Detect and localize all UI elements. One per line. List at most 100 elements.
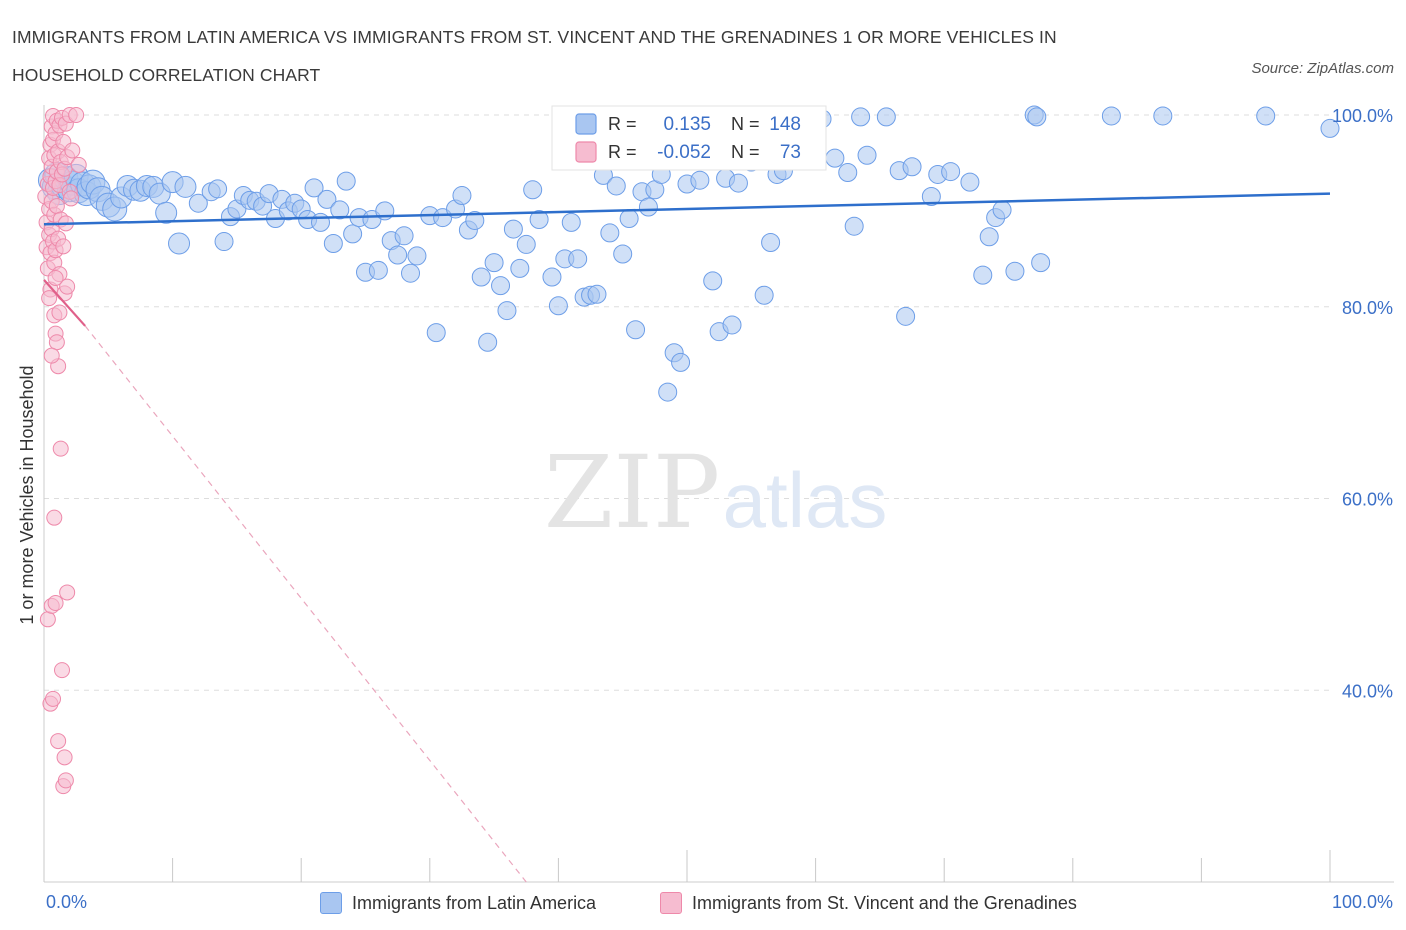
point-latin-america-124 [857,145,877,165]
point-latin-america-142 [1153,106,1173,126]
point-latin-america-75 [503,219,523,239]
trend-line-latin-america [43,192,1331,226]
point-latin-america-92 [619,209,639,229]
point-latin-america-49 [323,233,343,253]
point-latin-america-32 [214,232,234,252]
point-latin-america-112 [761,233,781,253]
data-points [37,105,1340,795]
point-latin-america-74 [497,301,517,321]
y-tick-label-80: 80.0% [1342,298,1393,318]
point-latin-america-46 [304,178,324,198]
point-latin-america-107 [722,315,742,335]
point-latin-america-69 [465,210,485,230]
point-latin-america-120 [825,148,845,168]
stats-swatch-pink [575,141,597,163]
point-latin-america-76 [510,258,530,278]
point-st-vincent-60 [47,595,64,612]
stats-n-label-pink: N = [731,142,760,162]
trend-line-st-vincent-extended [84,325,527,883]
point-latin-america-90 [606,176,626,196]
point-latin-america-99 [671,352,691,372]
point-latin-america-60 [394,226,414,246]
point-latin-america-84 [568,249,588,269]
point-st-vincent-67 [59,584,76,601]
x-tick-label-min: 0.0% [46,892,87,912]
y-tick-label-40: 40.0% [1342,681,1393,701]
point-latin-america-80 [542,267,562,287]
point-st-vincent-58 [45,690,62,707]
point-st-vincent-62 [52,440,69,457]
point-latin-america-73 [491,276,511,296]
point-latin-america-31 [208,179,228,199]
stats-r-label-blue: R = [608,114,637,134]
point-latin-america-81 [548,296,568,316]
point-latin-america-59 [388,245,408,265]
point-latin-america-127 [896,306,916,326]
point-latin-america-111 [754,285,774,305]
point-latin-america-50 [330,200,350,220]
point-st-vincent-55 [39,611,56,628]
point-latin-america-137 [1005,261,1025,281]
point-latin-america-64 [426,323,446,343]
point-st-vincent-72 [47,269,64,286]
point-latin-america-103 [690,170,710,190]
point-latin-america-27 [168,232,191,255]
x-tick-label-max: 100.0% [1332,892,1393,912]
y-axis-label: 1 or more Vehicles in Household [17,365,37,624]
x-tick-labels: 0.0% 100.0% [46,892,1393,912]
point-latin-america-79 [529,210,549,230]
watermark-zip: ZIP [544,434,720,551]
point-latin-america-56 [368,260,388,280]
trend-line-st-vincent [43,279,86,327]
point-st-vincent-71 [63,190,80,207]
point-st-vincent-49 [59,278,76,295]
legend-item-st-vincent: Immigrants from St. Vincent and the Gren… [660,888,1077,918]
point-latin-america-133 [973,265,993,285]
point-latin-america-70 [471,267,491,287]
point-latin-america-122 [844,216,864,236]
point-st-vincent-69 [41,290,58,307]
point-latin-america-77 [516,234,536,254]
point-latin-america-78 [523,180,543,200]
point-st-vincent-70 [43,347,60,364]
point-latin-america-51 [336,171,356,191]
point-latin-america-131 [941,162,961,182]
chart-legend: Immigrants from Latin America Immigrants… [0,888,1406,918]
point-latin-america-67 [452,186,472,206]
point-latin-america-87 [587,284,607,304]
point-latin-america-128 [902,157,922,177]
point-st-vincent-63 [54,662,71,679]
point-latin-america-136 [992,200,1012,220]
legend-item-latin-america: Immigrants from Latin America [320,888,596,918]
point-latin-america-62 [407,246,427,266]
point-st-vincent-30 [48,198,65,215]
point-latin-america-104 [703,271,723,291]
point-latin-america-25 [155,201,178,224]
point-st-vincent-59 [46,509,63,526]
chart-source: Source: ZipAtlas.com [1251,60,1394,77]
point-latin-america-144 [1320,118,1340,138]
point-latin-america-47 [310,212,330,232]
point-latin-america-108 [728,173,748,193]
y-tick-labels: 40.0% 60.0% 80.0% 100.0% [1332,106,1393,701]
stats-n-value-blue: 148 [769,114,801,135]
legend-label-st-vincent: Immigrants from St. Vincent and the Gren… [692,892,1077,913]
point-latin-america-48 [317,189,337,209]
point-st-vincent-61 [50,733,67,750]
point-latin-america-138 [1031,253,1051,273]
point-latin-america-52 [343,224,363,244]
watermark-atlas: atlas [723,456,888,544]
stats-r-label-pink: R = [608,142,637,162]
point-latin-america-134 [979,227,999,247]
point-latin-america-121 [838,163,858,183]
point-st-vincent-53 [68,107,85,123]
point-latin-america-61 [401,263,421,283]
point-latin-america-95 [638,197,658,217]
point-latin-america-83 [561,212,581,232]
point-latin-america-143 [1256,106,1276,126]
point-latin-america-140 [1027,107,1047,127]
point-latin-america-132 [960,172,980,192]
stats-legend-box: R = 0.135 N = 148 R = -0.052 N = 73 [551,105,827,171]
point-st-vincent-54 [70,156,87,173]
